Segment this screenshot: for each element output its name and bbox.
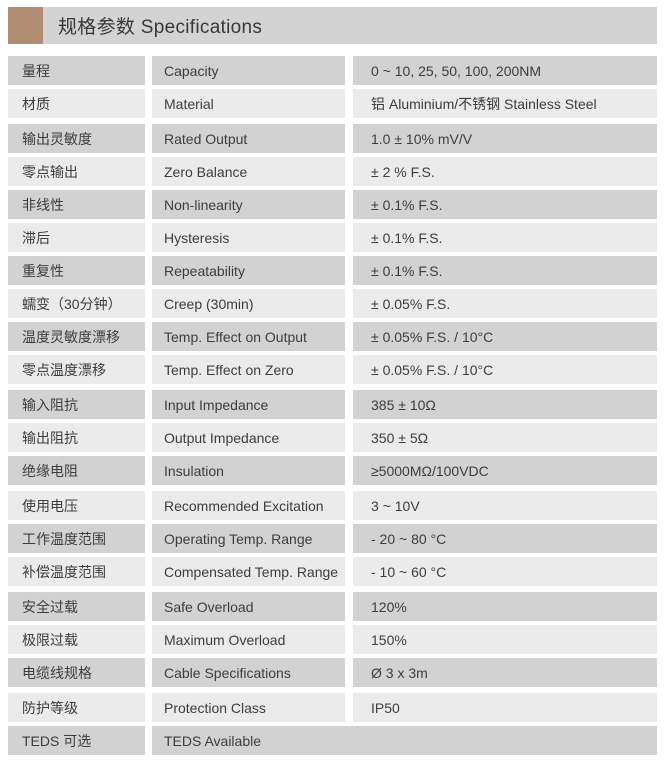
spec-table: 量程 Capacity 0 ~ 10, 25, 50, 100, 200NM 材质 Ma…: [8, 56, 657, 755]
spec-label-en: Material: [152, 89, 345, 118]
spec-group-6: 防护等级 Protection Class IP50 TEDS 可选 TEDS Avai…: [8, 693, 657, 755]
spec-label-cn: 蠕变（30分钟）: [8, 289, 145, 318]
spec-label-en: Creep (30min): [152, 289, 345, 318]
spec-row: 工作温度范围 Operating Temp. Range - 20 ~ 80 °C: [8, 524, 657, 553]
spec-label-en: Protection Class: [152, 693, 345, 722]
spec-label-cn: 输出阻抗: [8, 423, 145, 452]
spec-label-en: Capacity: [152, 56, 345, 85]
spec-value: 3 ~ 10V: [353, 491, 657, 520]
spec-label-cn: 补偿温度范围: [8, 557, 145, 586]
spec-row: 输入阻抗 Input Impedance 385 ± 10Ω: [8, 390, 657, 419]
spec-value: 120%: [353, 592, 657, 621]
spec-row: 量程 Capacity 0 ~ 10, 25, 50, 100, 200NM: [8, 56, 657, 85]
section-header: 规格参数 Specifications: [8, 7, 657, 44]
spec-group-2: 输出灵敏度 Rated Output 1.0 ± 10% mV/V 零点输出 Zero …: [8, 124, 657, 384]
spec-row: 使用电压 Recommended Excitation 3 ~ 10V: [8, 491, 657, 520]
spec-label-en: Input Impedance: [152, 390, 345, 419]
spec-label-cn: 使用电压: [8, 491, 145, 520]
spec-group-1: 量程 Capacity 0 ~ 10, 25, 50, 100, 200NM 材质 Ma…: [8, 56, 657, 118]
spec-row: 输出灵敏度 Rated Output 1.0 ± 10% mV/V: [8, 124, 657, 153]
spec-label-cn: 输入阻抗: [8, 390, 145, 419]
spec-value: 铝 Aluminium/不锈钢 Stainless Steel: [353, 89, 657, 118]
spec-label-en: Insulation: [152, 456, 345, 485]
spec-row: 零点输出 Zero Balance ± 2 % F.S.: [8, 157, 657, 186]
spec-label-en-merged: TEDS Available: [152, 726, 657, 755]
title-bar: 规格参数 Specifications: [43, 7, 657, 44]
spec-group-3: 输入阻抗 Input Impedance 385 ± 10Ω 输出阻抗 Output I…: [8, 390, 657, 485]
spec-row: 滞后 Hysteresis ± 0.1% F.S.: [8, 223, 657, 252]
spec-value: ± 0.05% F.S. / 10°C: [353, 322, 657, 351]
spec-row: 重复性 Repeatability ± 0.1% F.S.: [8, 256, 657, 285]
spec-row: 极限过载 Maximum Overload 150%: [8, 625, 657, 654]
spec-value: ± 0.1% F.S.: [353, 223, 657, 252]
spec-label-en: Compensated Temp. Range: [152, 557, 345, 586]
spec-value: 0 ~ 10, 25, 50, 100, 200NM: [353, 56, 657, 85]
spec-value: 150%: [353, 625, 657, 654]
spec-label-cn: 零点温度漂移: [8, 355, 145, 384]
spec-value: ± 0.1% F.S.: [353, 190, 657, 219]
page-title: 规格参数 Specifications: [58, 17, 263, 38]
spec-value: 385 ± 10Ω: [353, 390, 657, 419]
spec-label-cn: 非线性: [8, 190, 145, 219]
spec-label-cn: 量程: [8, 56, 145, 85]
spec-label-cn: 输出灵敏度: [8, 124, 145, 153]
spec-label-cn: 滞后: [8, 223, 145, 252]
spec-label-en: Operating Temp. Range: [152, 524, 345, 553]
spec-label-en: Maximum Overload: [152, 625, 345, 654]
spec-label-cn: 安全过载: [8, 592, 145, 621]
spec-label-en: Repeatability: [152, 256, 345, 285]
spec-label-en: Safe Overload: [152, 592, 345, 621]
spec-label-en: Rated Output: [152, 124, 345, 153]
spec-label-cn: 重复性: [8, 256, 145, 285]
spec-label-cn: 防护等级: [8, 693, 145, 722]
spec-label-cn: 零点输出: [8, 157, 145, 186]
spec-row: 非线性 Non-linearity ± 0.1% F.S.: [8, 190, 657, 219]
spec-label-en: Cable Specifications: [152, 658, 345, 687]
spec-value: ± 2 % F.S.: [353, 157, 657, 186]
spec-row: 电缆线规格 Cable Specifications Ø 3 x 3m: [8, 658, 657, 687]
spec-row: 输出阻抗 Output Impedance 350 ± 5Ω: [8, 423, 657, 452]
spec-value: - 10 ~ 60 °C: [353, 557, 657, 586]
spec-value: ± 0.1% F.S.: [353, 256, 657, 285]
spec-value: Ø 3 x 3m: [353, 658, 657, 687]
spec-group-5: 安全过载 Safe Overload 120% 极限过载 Maximum Overloa…: [8, 592, 657, 687]
spec-row: 绝缘电阻 Insulation ≥5000MΩ/100VDC: [8, 456, 657, 485]
spec-label-en: Non-linearity: [152, 190, 345, 219]
spec-label-cn: 绝缘电阻: [8, 456, 145, 485]
spec-label-en: Zero Balance: [152, 157, 345, 186]
spec-row: 材质 Material 铝 Aluminium/不锈钢 Stainless Stee…: [8, 89, 657, 118]
spec-row: 温度灵敏度漂移 Temp. Effect on Output ± 0.05% F.S…: [8, 322, 657, 351]
spec-label-cn: 电缆线规格: [8, 658, 145, 687]
spec-row: 补偿温度范围 Compensated Temp. Range - 10 ~ 60 °…: [8, 557, 657, 586]
spec-value: - 20 ~ 80 °C: [353, 524, 657, 553]
spec-value: ± 0.05% F.S. / 10°C: [353, 355, 657, 384]
spec-label-en: Output Impedance: [152, 423, 345, 452]
spec-value: 1.0 ± 10% mV/V: [353, 124, 657, 153]
spec-row: TEDS 可选 TEDS Available: [8, 726, 657, 755]
spec-label-cn: 温度灵敏度漂移: [8, 322, 145, 351]
spec-label-cn: TEDS 可选: [8, 726, 145, 755]
spec-sheet-page: 规格参数 Specifications 量程 Capacity 0 ~ 10, 25…: [0, 7, 665, 781]
spec-row: 防护等级 Protection Class IP50: [8, 693, 657, 722]
spec-value: IP50: [353, 693, 657, 722]
spec-group-4: 使用电压 Recommended Excitation 3 ~ 10V 工作温度范围 O…: [8, 491, 657, 586]
spec-label-cn: 材质: [8, 89, 145, 118]
spec-row: 安全过载 Safe Overload 120%: [8, 592, 657, 621]
spec-label-cn: 极限过载: [8, 625, 145, 654]
spec-row: 零点温度漂移 Temp. Effect on Zero ± 0.05% F.S. /…: [8, 355, 657, 384]
spec-label-en: Temp. Effect on Output: [152, 322, 345, 351]
spec-label-en: Temp. Effect on Zero: [152, 355, 345, 384]
accent-square: [8, 7, 43, 44]
spec-value: 350 ± 5Ω: [353, 423, 657, 452]
spec-label-en: Hysteresis: [152, 223, 345, 252]
spec-row: 蠕变（30分钟） Creep (30min) ± 0.05% F.S.: [8, 289, 657, 318]
spec-label-cn: 工作温度范围: [8, 524, 145, 553]
spec-label-en: Recommended Excitation: [152, 491, 345, 520]
spec-value: ≥5000MΩ/100VDC: [353, 456, 657, 485]
spec-value: ± 0.05% F.S.: [353, 289, 657, 318]
